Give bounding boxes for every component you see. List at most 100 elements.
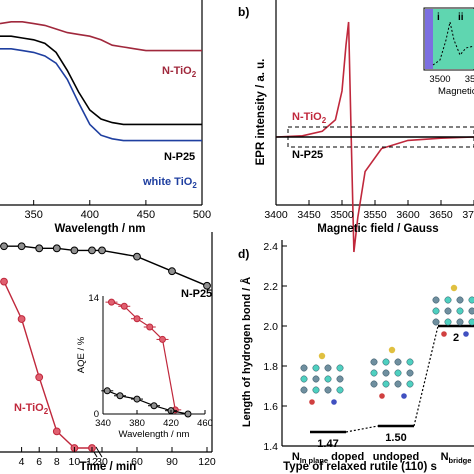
panel-c-x-tick-label: 120 (198, 456, 216, 468)
panel-d-rutile-structure (432, 284, 474, 337)
panel-d-connector (345, 425, 379, 433)
panel-d-atom (406, 358, 414, 366)
panel-b-x-tick-label: 3650 (429, 209, 453, 221)
panel-c-legend-n-p25: N-P25 (181, 288, 212, 300)
panel-d-atom (336, 364, 344, 372)
panel-d-atom (300, 375, 308, 383)
panel-d-atom (382, 358, 390, 366)
panel-d-atom (370, 380, 378, 388)
panel-b-inset: i ii 3500 35 Magnetic (423, 7, 474, 97)
panel-c-inset-x-label: Wavelength / nm (119, 429, 190, 440)
panel-d-atom (406, 369, 414, 377)
panel-c-inset-y-tick-label: 14 (88, 293, 99, 304)
panel-d-atom (312, 375, 320, 383)
panel-c-inset-point (150, 402, 158, 410)
panel-d-atom (456, 318, 464, 326)
panel-a-series-2 (0, 48, 202, 142)
panel-d-rutile-structure (370, 346, 414, 399)
panel-c-inset-point (120, 302, 128, 310)
panel-d-atom (432, 318, 440, 326)
panel-c-point (35, 373, 44, 382)
panel-a-uv-vis: 350 400 450 500 Wavelength / nm N-TiO2 N-P2… (0, 0, 211, 235)
panel-b-inset-mark-ii: ii (458, 12, 464, 23)
panel-b-inset-tick-1: 35 (465, 74, 474, 85)
panel-c-x-tick-label: 30 (96, 456, 108, 468)
panel-d-y-tick-label: 2.0 (263, 321, 278, 333)
panel-b-legend-n-tio2: N-TiO2 (292, 111, 327, 125)
panel-c-point (88, 246, 96, 255)
panel-b-y-axis-label: EPR intensity / a. u. (255, 59, 267, 166)
panel-c-point (98, 246, 106, 255)
panel-d-atom (406, 380, 414, 388)
panel-a-series-0 (0, 21, 202, 52)
panel-d-atom (370, 358, 378, 366)
panel-d-oxygen-atom (309, 399, 315, 405)
panel-c-inset-point (103, 387, 111, 395)
panel-c-axis-break-2 (95, 446, 103, 458)
panel-d-atom (370, 369, 378, 377)
panel-d-y-tick-label: 1.4 (263, 441, 278, 453)
panel-b-zoom-box (287, 126, 474, 148)
panel-d-adsorbate-atom (318, 352, 326, 360)
panel-d-category-label: Nbridge (441, 451, 472, 465)
panel-d-atom (324, 386, 332, 394)
panel-d-category-label: undoped (373, 451, 419, 463)
panel-b-inset-region-i (425, 9, 433, 69)
panel-b-x-tick-label: 3550 (363, 209, 387, 221)
panel-b-x-tick-label: 3500 (330, 209, 354, 221)
panel-d-adsorbate-atom (388, 346, 396, 354)
panel-d-atom (336, 375, 344, 383)
panel-d-value-label: 1.47 (317, 438, 338, 450)
panel-c-x-tick-label: 90 (166, 456, 178, 468)
panel-a-legend-white-tio2: white TiO2 (142, 176, 197, 190)
panel-d-y-tick-label: 2.2 (263, 281, 278, 293)
panel-c-point (0, 242, 8, 251)
panel-b-inset-tick-0: 3500 (429, 74, 450, 85)
panel-d-atom (468, 307, 474, 315)
panel-c-series-0-line (4, 245, 208, 287)
panel-b-x-tick-label: 3450 (297, 209, 321, 221)
panel-c-inset-y-tick-label: 0 (94, 409, 99, 420)
panel-c-x-tick-label: 12 (86, 456, 98, 468)
panel-d-nitrogen-atom (401, 393, 407, 399)
panel-a-legend-n-p25: N-P25 (164, 151, 195, 163)
panel-c-x-axis-label: Time / min (80, 461, 137, 473)
panel-c-point (70, 246, 79, 255)
panel-b-inset-xlabel: Magnetic (438, 86, 474, 97)
panel-d-atom (324, 364, 332, 372)
panel-d-y-tick-label: 1.8 (263, 361, 278, 373)
panel-c-inset: 340 380 420 460 0 14 AQE / % Wavelength / nm (76, 293, 213, 440)
panel-d-atom (312, 386, 320, 394)
panel-c-x-tick-label: 8 (54, 456, 60, 468)
panel-b-label: b) (238, 5, 249, 19)
panel-c-x-tick-label: 10 (69, 456, 81, 468)
panel-c-point (17, 315, 26, 323)
panel-a-x-tick-label: 400 (81, 209, 99, 221)
panel-d-atom (456, 307, 464, 315)
panel-c-inset-x-tick-label: 380 (129, 418, 145, 429)
panel-a-x-tick-label: 450 (137, 209, 155, 221)
panel-c-inset-point (133, 315, 141, 323)
panel-c-inset-y-label: AQE / % (76, 336, 87, 373)
panel-b-x-tick-label: 3600 (396, 209, 420, 221)
panel-b-legend-n-p25: N-P25 (292, 149, 323, 161)
panel-b-epr: b) EPR intensity / a. u. 3400 3450 3500 355… (238, 0, 474, 253)
panel-d-y-tick-label: 2.4 (263, 241, 278, 253)
panel-b-inset-trace (432, 21, 474, 66)
panel-d-atom (432, 296, 440, 304)
panel-d-value-label: 2 (453, 332, 459, 344)
panel-d-atom (432, 307, 440, 315)
panel-c-x-tick-label: 6 (36, 456, 42, 468)
panel-a-x-axis-label: Wavelength / nm (55, 223, 146, 235)
panel-c-point (203, 281, 211, 290)
panel-d-atom (456, 296, 464, 304)
panel-d-label: d) (238, 247, 249, 261)
panel-c-x-tick-label: 60 (131, 456, 143, 468)
panel-d-nitrogen-atom (331, 399, 337, 405)
panel-c-inset-x-tick-label: 420 (163, 418, 179, 429)
panel-c-point (168, 267, 176, 276)
panel-d-x-axis-label: Type of relaxed rutile (110) s (283, 461, 437, 473)
panel-c-inset-point (159, 335, 166, 343)
panel-d-rutile-structure (300, 352, 344, 405)
